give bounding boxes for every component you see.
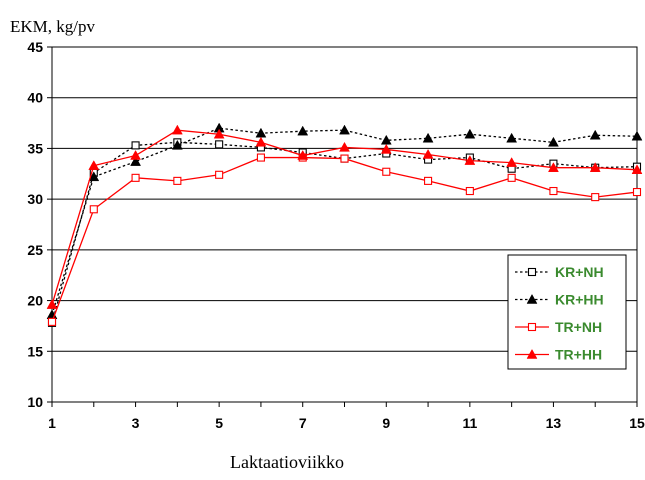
point-tr-hh-9 xyxy=(380,143,392,154)
point-tr-nh-5 xyxy=(215,170,224,179)
point-kr-hh-2 xyxy=(88,171,100,182)
x-axis-label: Laktaatioviikko xyxy=(230,452,344,472)
point-tr-hh-4 xyxy=(171,124,183,135)
point-tr-hh-2 xyxy=(88,160,100,170)
legend-box xyxy=(507,254,627,370)
y-tick-label-10: 10 xyxy=(27,394,43,410)
y-tick-label-15: 15 xyxy=(27,343,43,359)
x-tick-label-15: 15 xyxy=(629,415,645,431)
x-tick-label-3: 3 xyxy=(132,415,140,431)
point-tr-nh-1 xyxy=(47,317,57,326)
point-kr-nh-3 xyxy=(131,141,140,150)
point-tr-hh-3 xyxy=(130,150,141,160)
point-tr-hh-13 xyxy=(548,162,559,172)
point-kr-hh-4 xyxy=(171,139,183,150)
point-tr-nh-4 xyxy=(173,176,182,185)
point-tr-hh-11 xyxy=(464,155,476,165)
legend-marker-kr-hh xyxy=(526,293,538,304)
point-kr-hh-15 xyxy=(631,130,643,141)
point-tr-hh-15 xyxy=(631,164,643,174)
point-tr-nh-9 xyxy=(382,167,391,176)
legend: KR+NH KR+HH TR+NH TR+HH xyxy=(507,254,627,370)
legend-label-kr-hh: KR+HH xyxy=(555,292,604,308)
point-tr-nh-13 xyxy=(549,186,558,196)
point-kr-hh-8 xyxy=(339,124,350,135)
point-tr-nh-14 xyxy=(591,193,600,202)
point-tr-nh-2 xyxy=(89,205,98,214)
point-kr-hh-13 xyxy=(548,136,559,147)
legend-label-kr-nh: KR+NH xyxy=(555,264,604,280)
legend-marker-tr-nh xyxy=(527,322,537,332)
y-tick-label-20: 20 xyxy=(27,293,43,309)
point-kr-hh-10 xyxy=(422,132,434,143)
point-tr-nh-15 xyxy=(632,187,642,197)
point-tr-hh-14 xyxy=(589,162,601,172)
point-kr-hh-14 xyxy=(589,129,601,140)
point-kr-hh-7 xyxy=(297,125,309,136)
y-axis-label: EKM, kg/pv xyxy=(10,17,96,36)
point-tr-nh-3 xyxy=(131,173,140,182)
legend-label-tr-nh: TR+NH xyxy=(555,319,602,335)
y-tick-label-35: 35 xyxy=(27,140,43,156)
series-kr-hh xyxy=(46,122,643,320)
x-tick-label-9: 9 xyxy=(382,415,390,431)
series-tr-hh xyxy=(46,124,643,309)
legend-label-tr-hh: TR+HH xyxy=(555,347,602,363)
point-tr-nh-10 xyxy=(424,176,433,185)
legend-marker-kr-nh xyxy=(527,267,537,277)
series-group xyxy=(46,122,643,327)
point-tr-hh-1 xyxy=(46,299,58,309)
point-tr-nh-8 xyxy=(340,154,349,163)
point-kr-nh-5 xyxy=(215,140,224,149)
point-tr-nh-6 xyxy=(256,153,265,162)
y-tick-label-40: 40 xyxy=(27,90,43,106)
legend-marker-tr-hh xyxy=(526,348,538,359)
y-tick-label-45: 45 xyxy=(27,39,43,55)
point-tr-hh-8 xyxy=(339,141,350,152)
y-tick-label-25: 25 xyxy=(27,242,43,258)
x-tick-label-11: 11 xyxy=(462,415,477,431)
x-tick-label-7: 7 xyxy=(299,415,307,431)
x-tick-label-13: 13 xyxy=(546,415,562,431)
point-tr-hh-6 xyxy=(255,136,267,147)
point-tr-hh-10 xyxy=(422,148,434,159)
point-tr-hh-7 xyxy=(297,150,309,160)
series-line-kr-hh xyxy=(51,127,638,315)
point-tr-nh-12 xyxy=(507,173,516,182)
x-tick-label-1: 1 xyxy=(48,415,56,431)
point-kr-hh-12 xyxy=(506,132,518,143)
y-tick-label-30: 30 xyxy=(27,191,43,207)
point-kr-hh-11 xyxy=(464,128,476,139)
point-tr-hh-5 xyxy=(213,128,225,139)
x-tick-label-5: 5 xyxy=(215,415,223,431)
point-tr-hh-12 xyxy=(506,157,518,167)
point-tr-nh-11 xyxy=(465,186,474,196)
point-kr-hh-3 xyxy=(130,156,141,166)
